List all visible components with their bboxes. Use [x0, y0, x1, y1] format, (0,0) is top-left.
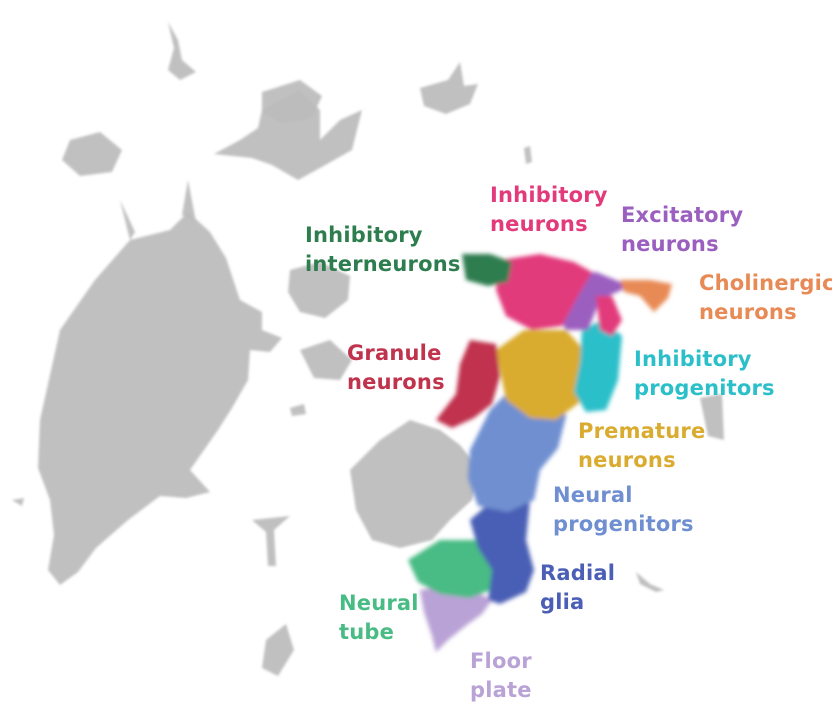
grey-cluster-top-right — [420, 62, 478, 114]
cluster-floor-plate — [420, 584, 492, 652]
labelled-cell-clusters — [408, 254, 672, 652]
label-premature-neurons-line2: neurons — [578, 448, 676, 472]
grey-cluster-sprig-4 — [12, 498, 24, 506]
label-floor-plate-line2: plate — [470, 678, 532, 702]
label-neural-progenitors-line2: progenitors — [553, 512, 694, 536]
label-radial-glia: Radial glia — [540, 559, 615, 617]
grey-cluster-left-arm — [120, 200, 135, 240]
grey-cluster-mid — [288, 262, 350, 318]
grey-cluster-sprig-1 — [252, 516, 290, 566]
cluster-inhibitory-neurons — [496, 254, 592, 330]
grey-cluster-small-1 — [62, 132, 122, 176]
label-granule-neurons: Granule neurons — [347, 339, 445, 397]
other-cell-clusters — [12, 22, 724, 676]
grey-cluster-sprig-5 — [290, 404, 306, 416]
label-inhibitory-progenitors: Inhibitory progenitors — [634, 345, 775, 403]
label-premature-neurons: Premature neurons — [578, 417, 705, 475]
label-premature-neurons-line1: Premature — [578, 419, 706, 443]
label-inhibitory-interneurons: Inhibitory interneurons — [305, 221, 461, 279]
label-cholinergic-neurons-line1: Cholinergic — [699, 271, 832, 295]
label-neural-progenitors-line1: Neural — [553, 483, 633, 507]
grey-cluster-dot-1 — [524, 146, 532, 164]
label-inhibitory-progenitors-line1: Inhibitory — [634, 347, 752, 371]
label-excitatory-neurons-line1: Excitatory — [621, 203, 744, 227]
cluster-neural-tube — [408, 540, 500, 598]
cluster-inhibitory-neurons-tail — [596, 296, 622, 336]
cluster-cholinergic-neurons — [620, 280, 672, 312]
cluster-radial-glia — [470, 494, 534, 604]
label-cholinergic-neurons: Cholinergic neurons — [699, 269, 832, 327]
cluster-premature-neurons — [496, 330, 590, 420]
label-inhibitory-interneurons-line2: interneurons — [305, 252, 461, 276]
label-inhibitory-interneurons-line1: Inhibitory — [305, 223, 423, 247]
cluster-inhibitory-progenitors — [574, 320, 622, 412]
label-inhibitory-neurons-line2: neurons — [490, 212, 588, 236]
label-inhibitory-neurons: Inhibitory neurons — [490, 181, 608, 239]
grey-cluster-loop — [214, 90, 362, 180]
label-neural-progenitors: Neural progenitors — [553, 481, 694, 539]
label-neural-tube: Neural tube — [339, 589, 419, 647]
label-granule-neurons-line2: neurons — [347, 370, 445, 394]
label-radial-glia-line2: glia — [540, 590, 585, 614]
cluster-inhibitory-interneurons — [462, 254, 512, 286]
grey-cluster-left-spike — [182, 180, 196, 222]
grey-cluster-main-left — [350, 420, 480, 548]
grey-cluster-right — [700, 394, 724, 440]
label-radial-glia-line1: Radial — [540, 561, 616, 585]
grey-cluster-mid-2 — [300, 340, 352, 380]
label-granule-neurons-line1: Granule — [347, 341, 442, 365]
grey-cluster-sprig-2 — [262, 624, 294, 676]
label-inhibitory-neurons-line1: Inhibitory — [490, 183, 608, 207]
cluster-granule-neurons — [436, 340, 500, 428]
grey-cluster-sprig-3 — [636, 572, 664, 592]
grey-cluster-top-sprig — [168, 22, 196, 80]
label-excitatory-neurons: Excitatory neurons — [621, 201, 743, 259]
label-floor-plate-line1: Floor — [470, 649, 532, 673]
label-neural-tube-line1: Neural — [339, 591, 419, 615]
label-excitatory-neurons-line2: neurons — [621, 232, 719, 256]
grey-cluster-left — [38, 212, 282, 585]
label-cholinergic-neurons-line2: neurons — [699, 300, 797, 324]
label-neural-tube-line2: tube — [339, 620, 395, 644]
label-floor-plate: Floor plate — [470, 647, 532, 705]
label-inhibitory-progenitors-line2: progenitors — [634, 376, 775, 400]
